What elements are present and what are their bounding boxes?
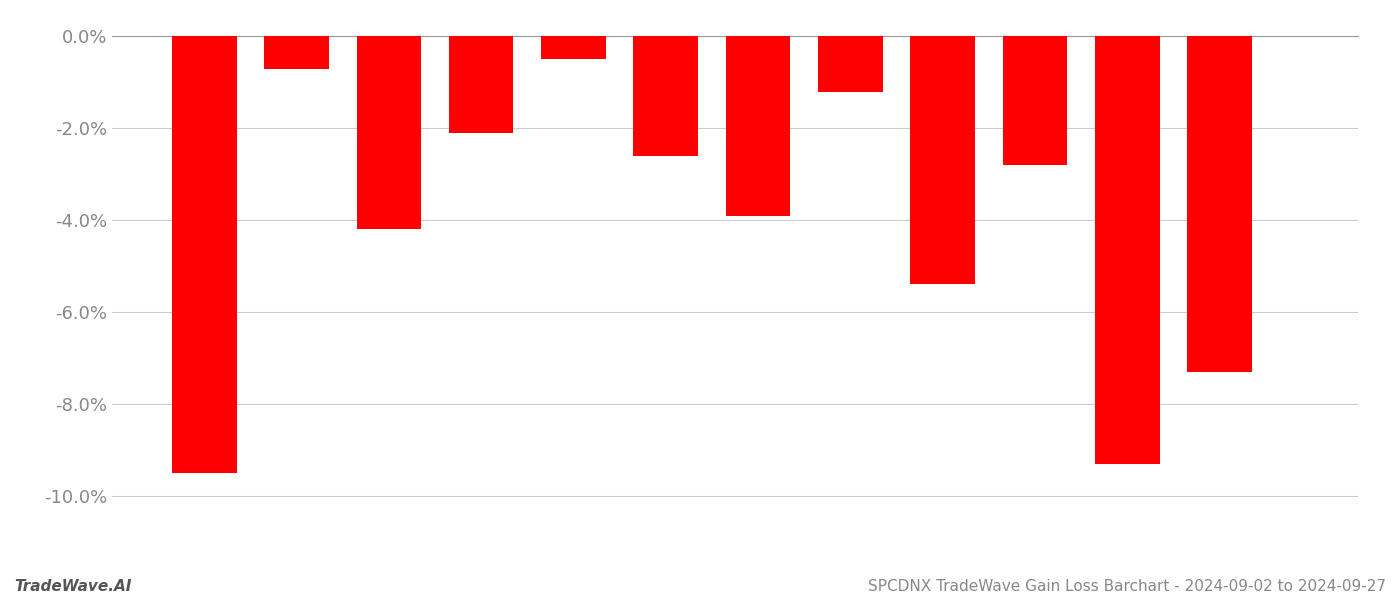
Bar	[1187, 37, 1252, 372]
Bar	[542, 37, 606, 59]
Bar	[357, 37, 421, 229]
Bar	[818, 37, 882, 92]
Bar	[633, 37, 699, 156]
Text: TradeWave.AI: TradeWave.AI	[14, 579, 132, 594]
Bar	[172, 37, 237, 473]
Bar	[910, 37, 974, 284]
Text: SPCDNX TradeWave Gain Loss Barchart - 2024-09-02 to 2024-09-27: SPCDNX TradeWave Gain Loss Barchart - 20…	[868, 579, 1386, 594]
Bar	[725, 37, 791, 215]
Bar	[449, 37, 514, 133]
Bar	[1002, 37, 1067, 165]
Bar	[1095, 37, 1159, 464]
Bar	[265, 37, 329, 68]
